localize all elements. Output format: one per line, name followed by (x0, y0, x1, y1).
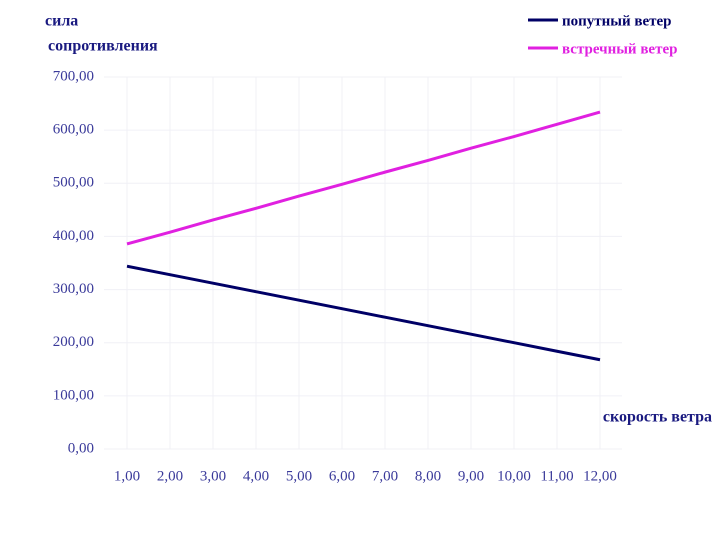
x-axis-label: скорость ветра (603, 409, 712, 426)
series-line (126, 264, 601, 362)
y-tick-label: 200,00 (53, 334, 94, 350)
x-tick-label: 9,00 (458, 468, 484, 484)
x-tick-label: 6,00 (329, 468, 355, 484)
y-tick-label: 0,00 (68, 440, 94, 456)
legend-label: встречный ветер (562, 41, 677, 57)
x-tick-label: 3,00 (200, 468, 226, 484)
y-tick-label: 300,00 (53, 281, 94, 297)
x-tick-label: 1,00 (114, 468, 140, 484)
x-tick-label: 7,00 (372, 468, 398, 484)
y-tick-label: 500,00 (53, 175, 94, 191)
x-tick-label: 8,00 (415, 468, 441, 484)
x-tick-label: 4,00 (243, 468, 269, 484)
x-tick-label: 5,00 (286, 468, 312, 484)
y-tick-label: 100,00 (53, 387, 94, 403)
series-line (126, 110, 601, 246)
y-tick-label: 400,00 (53, 228, 94, 244)
y-tick-label: 600,00 (53, 122, 94, 138)
y-tick-label: 700,00 (53, 68, 94, 84)
y-axis-label: сила (45, 13, 78, 30)
x-tick-label: 10,00 (497, 468, 531, 484)
y-axis-label: сопротивления (48, 38, 158, 55)
x-tick-label: 2,00 (157, 468, 183, 484)
legend-label: попутный ветер (562, 13, 672, 29)
x-tick-label: 11,00 (540, 468, 573, 484)
x-tick-label: 12,00 (583, 468, 617, 484)
